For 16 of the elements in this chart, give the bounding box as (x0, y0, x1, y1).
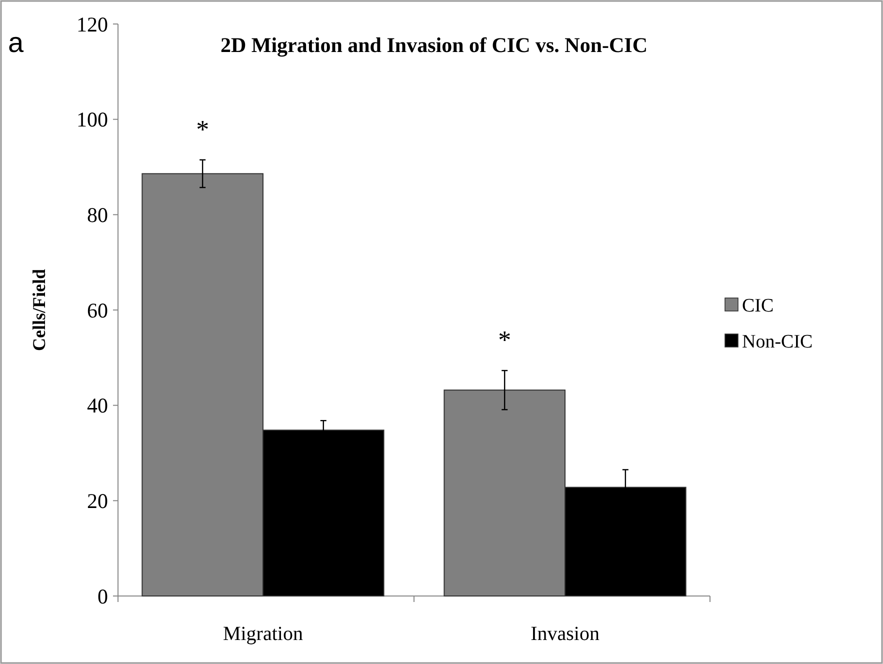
y-tick-label: 120 (76, 12, 108, 36)
legend-label: Non-CIC (742, 332, 813, 353)
annotation: * (498, 326, 512, 355)
x-tick-label: Migration (222, 623, 303, 645)
y-tick-label: 60 (87, 298, 108, 322)
y-tick-label: 80 (87, 203, 108, 228)
text: a (8, 27, 24, 58)
y-tick-label: 20 (87, 489, 108, 514)
y-tick-label: 0 (98, 584, 108, 608)
annotation: * (196, 114, 210, 144)
y-tick-label: 40 (87, 394, 108, 418)
x-tick-label: Invasion (530, 623, 600, 645)
legend-label: CIC (742, 296, 774, 317)
y-axis-title: Cells/Field (29, 269, 49, 351)
chart-title: 2D Migration and Invasion of CIC vs. Non-CIC (220, 33, 648, 57)
y-tick-label: 100 (76, 108, 108, 132)
